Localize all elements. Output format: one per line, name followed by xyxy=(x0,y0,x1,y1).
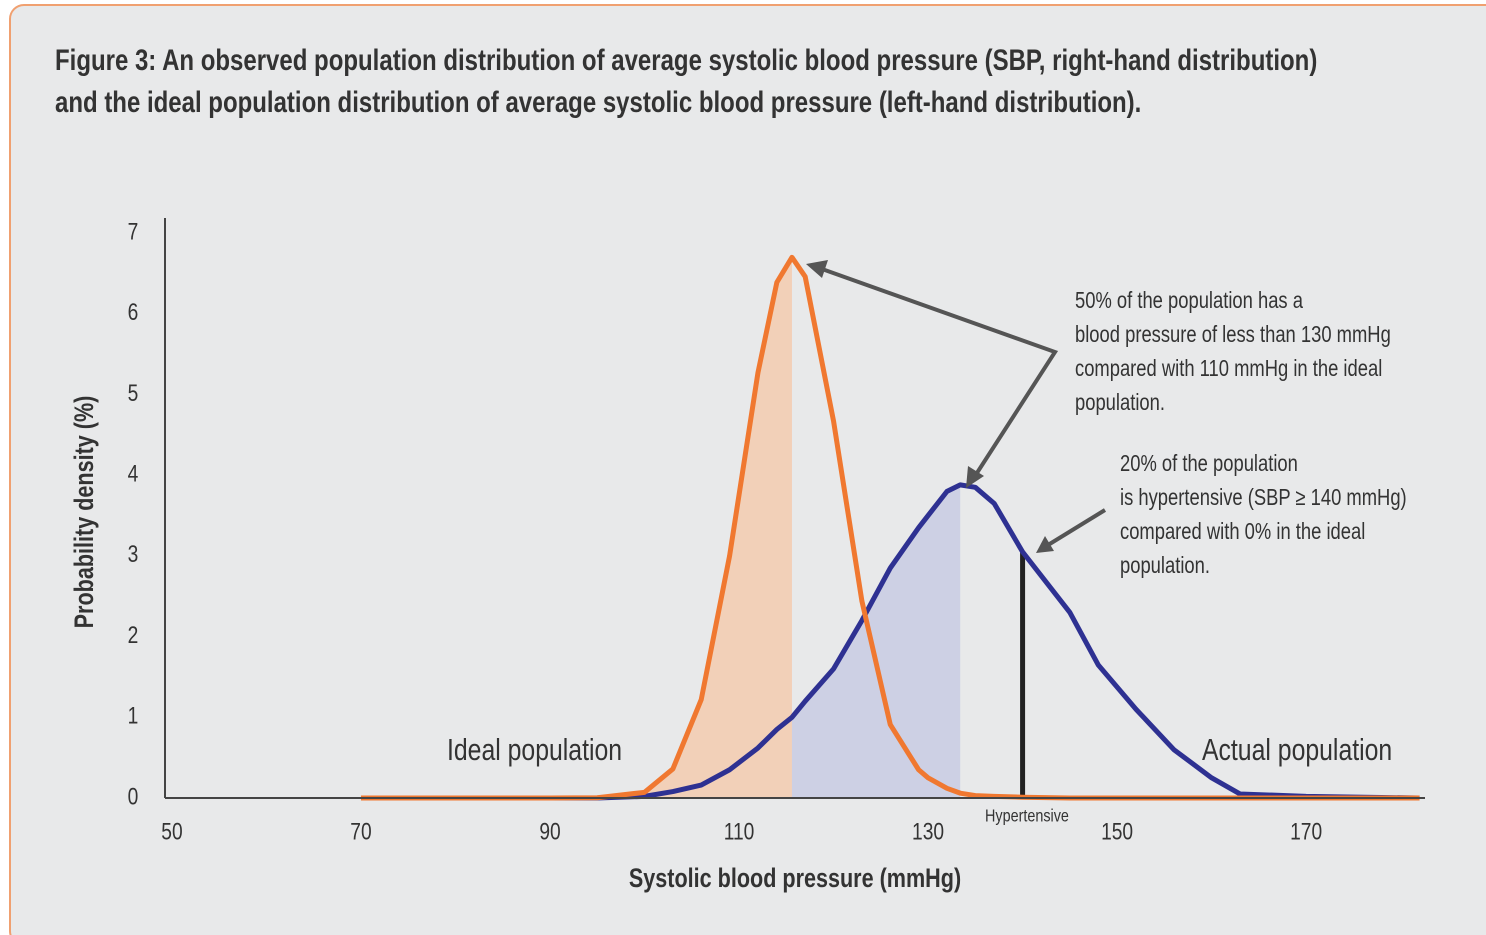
annotation: compared with 0% in the ideal xyxy=(1120,519,1365,544)
annotation: population. xyxy=(1120,553,1210,578)
x-tick-label: 150 xyxy=(1101,817,1133,845)
x-tick-label: 170 xyxy=(1290,817,1322,845)
shaded-area xyxy=(360,257,792,798)
plot xyxy=(360,254,1420,801)
y-tick-label: 4 xyxy=(128,459,139,487)
threshold-label: Hypertensive xyxy=(985,806,1069,826)
annotation: compared with 110 mmHg in the ideal xyxy=(1075,356,1382,381)
arrow-line xyxy=(821,267,1059,478)
annotation: 20% of the population xyxy=(1120,451,1298,476)
y-tick-label: 2 xyxy=(128,621,139,649)
x-tick-label: 110 xyxy=(724,817,755,845)
series-label: Actual population xyxy=(1202,733,1392,767)
annotation: 50% of the population has a xyxy=(1075,288,1303,313)
chart-title: and the ideal population distribution of… xyxy=(55,84,1141,118)
arrow-line xyxy=(1046,508,1107,547)
shaded-area xyxy=(791,484,961,798)
x-tick-label: 90 xyxy=(539,817,560,845)
arrowhead xyxy=(806,260,828,278)
y-tick-label: 1 xyxy=(128,702,139,730)
annotation: is hypertensive (SBP ≥ 140 mmHg) xyxy=(1120,485,1407,510)
y-tick-label: 5 xyxy=(128,379,139,407)
annotation: blood pressure of less than 130 mmHg xyxy=(1075,322,1391,347)
arrowhead xyxy=(966,466,984,488)
y-tick-label: 0 xyxy=(128,782,139,810)
x-tick-label: 50 xyxy=(161,817,182,845)
series-label: Ideal population xyxy=(447,733,622,767)
y-tick-label: 3 xyxy=(128,540,139,568)
x-tick-label: 70 xyxy=(350,817,371,845)
y-axis-title: Probability density (%) xyxy=(70,396,100,629)
annotation: population. xyxy=(1075,390,1165,415)
chart-title: Figure 3: An observed population distrib… xyxy=(55,42,1317,76)
arrowheads xyxy=(806,260,1054,553)
x-tick-label: 130 xyxy=(912,817,944,845)
x-axis-title: Systolic blood pressure (mmHg) xyxy=(629,864,961,894)
y-tick-label: 6 xyxy=(128,298,139,326)
y-tick-label: 7 xyxy=(128,217,139,245)
line-series xyxy=(360,482,1420,801)
arrows xyxy=(821,267,1107,547)
arrowhead xyxy=(1036,536,1054,553)
